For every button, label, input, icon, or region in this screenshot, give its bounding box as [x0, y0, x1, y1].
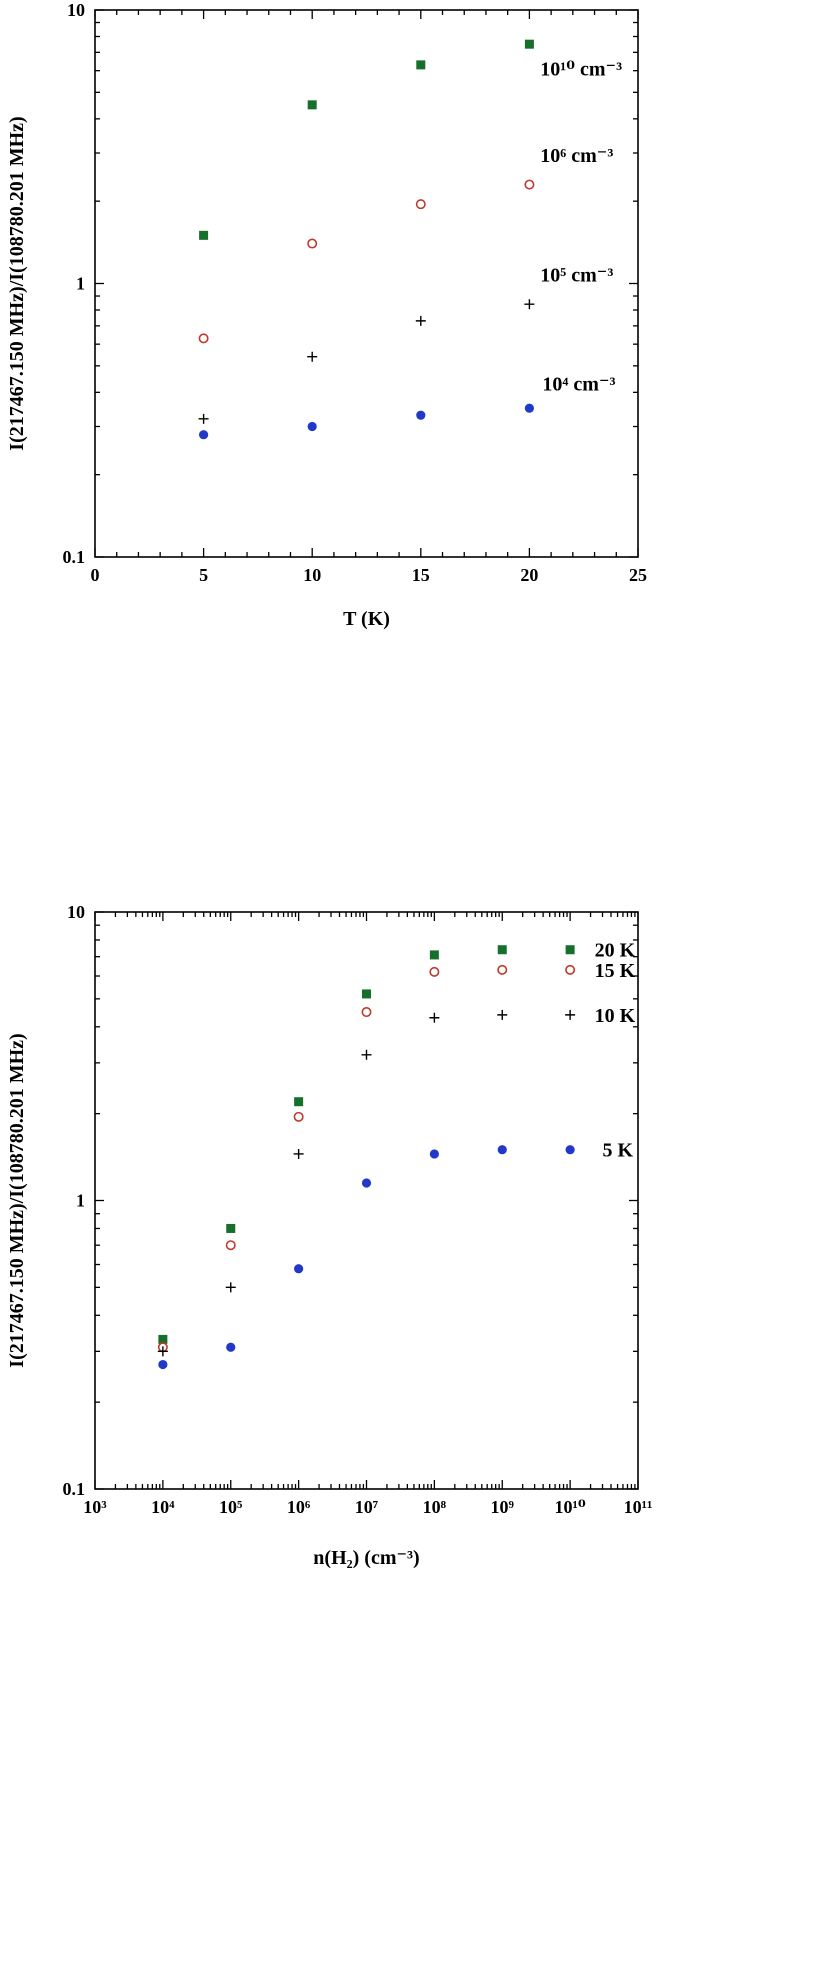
series-label: 10⁴ cm⁻³	[542, 374, 615, 396]
x-axis-title: n(H₂) (cm⁻³)	[313, 1547, 420, 1569]
data-point-filled-circle	[416, 410, 426, 420]
x-tick-label: 10¹¹	[624, 1497, 653, 1517]
y-tick-label: 10	[67, 902, 85, 922]
data-point-open-circle	[429, 966, 440, 977]
y-tick-label: 1	[76, 1191, 85, 1211]
data-point-plus	[565, 1009, 576, 1020]
x-tick-label: 20	[520, 565, 538, 585]
data-point-open-circle	[225, 1240, 236, 1251]
x-tick-label: 10⁷	[355, 1497, 379, 1517]
y-tick-label: 0.1	[63, 547, 86, 567]
x-tick-label: 10	[303, 565, 321, 585]
data-point-filled-circle	[158, 1359, 168, 1370]
x-tick-label: 10⁸	[423, 1497, 447, 1517]
data-point-filled-circle	[524, 403, 535, 413]
x-tick-label: 10¹⁰	[554, 1497, 585, 1517]
x-tick-label: 5	[199, 565, 208, 585]
data-point-filled-circle	[497, 1145, 507, 1155]
data-point-square	[524, 39, 534, 49]
series-label: 5 K	[603, 1140, 634, 1162]
y-tick-label: 0.1	[63, 1479, 86, 1499]
data-point-open-circle	[307, 238, 318, 249]
series-label: 10¹⁰ cm⁻³	[540, 59, 622, 81]
data-point-open-circle	[415, 199, 426, 210]
data-point-open-circle	[524, 179, 535, 190]
chart-panel-ratio-vs-density: I(217467.150 MHz)/I(108780.201 MHz) 10³ 1…	[0, 900, 830, 1600]
data-point-open-circle	[361, 1007, 372, 1018]
y-tick-label: 1	[76, 274, 85, 294]
data-point-filled-circle	[226, 1342, 236, 1352]
data-point-open-circle	[293, 1111, 304, 1122]
x-tick-label: 10⁵	[219, 1497, 243, 1517]
data-point-plus	[293, 1148, 304, 1159]
data-point-plus	[225, 1282, 236, 1293]
x-tick-label: 10⁴	[151, 1497, 175, 1517]
data-point-open-circle	[497, 964, 508, 975]
data-point-square	[199, 230, 209, 240]
plot-frame	[94, 911, 639, 1490]
data-point-plus	[307, 351, 318, 362]
data-point-plus	[524, 299, 535, 310]
data-point-filled-circle	[565, 1145, 575, 1155]
data-point-plus	[361, 1049, 372, 1060]
data-point-square	[307, 100, 317, 110]
y-tick-label: 10	[67, 0, 85, 20]
data-point-open-circle	[198, 333, 209, 344]
data-point-plus	[157, 1346, 168, 1357]
data-point-filled-circle	[361, 1178, 372, 1188]
data-point-square	[497, 945, 507, 955]
series-label: 20 K	[595, 940, 636, 962]
data-point-square	[429, 950, 439, 960]
series-label: 10 K	[595, 1005, 636, 1027]
data-point-plus	[415, 315, 426, 326]
series-label: 10⁶ cm⁻³	[540, 145, 613, 167]
x-axis-title: T (K)	[343, 608, 390, 630]
series-label: 10⁵ cm⁻³	[540, 264, 613, 286]
data-point-filled-circle	[307, 421, 317, 432]
data-point-square	[158, 1334, 168, 1344]
x-tick-label: 15	[412, 565, 430, 585]
x-tick-label: 10⁶	[287, 1497, 311, 1517]
data-point-square	[226, 1223, 236, 1233]
data-point-square	[416, 60, 426, 70]
data-point-filled-circle	[199, 430, 209, 440]
data-point-plus	[497, 1009, 508, 1020]
data-point-square	[565, 945, 575, 955]
data-point-square	[362, 989, 371, 999]
data-point-filled-circle	[294, 1264, 304, 1274]
x-tick-label: 10⁹	[491, 1497, 515, 1517]
scatter-plot-ratio-vs-temperature: 0 5 10 15 20 25 0.1 1 10 10¹⁰ cm⁻³ 10⁶ cm⁻³ 10⁵ cm⁻…	[63, 0, 648, 585]
chart-panel-ratio-vs-temperature: I(217467.150 MHz)/I(108780.201 MHz) 0 5 10…	[0, 0, 830, 660]
x-tick-label: 10³	[83, 1497, 107, 1517]
data-point-open-circle	[565, 964, 576, 975]
data-point-plus	[198, 413, 209, 424]
data-point-square	[294, 1097, 304, 1107]
x-tick-label: 0	[91, 565, 100, 585]
x-tick-label: 25	[629, 565, 647, 585]
series-label: 15 K	[595, 960, 636, 982]
data-point-filled-circle	[429, 1149, 439, 1159]
data-point-plus	[429, 1012, 440, 1023]
